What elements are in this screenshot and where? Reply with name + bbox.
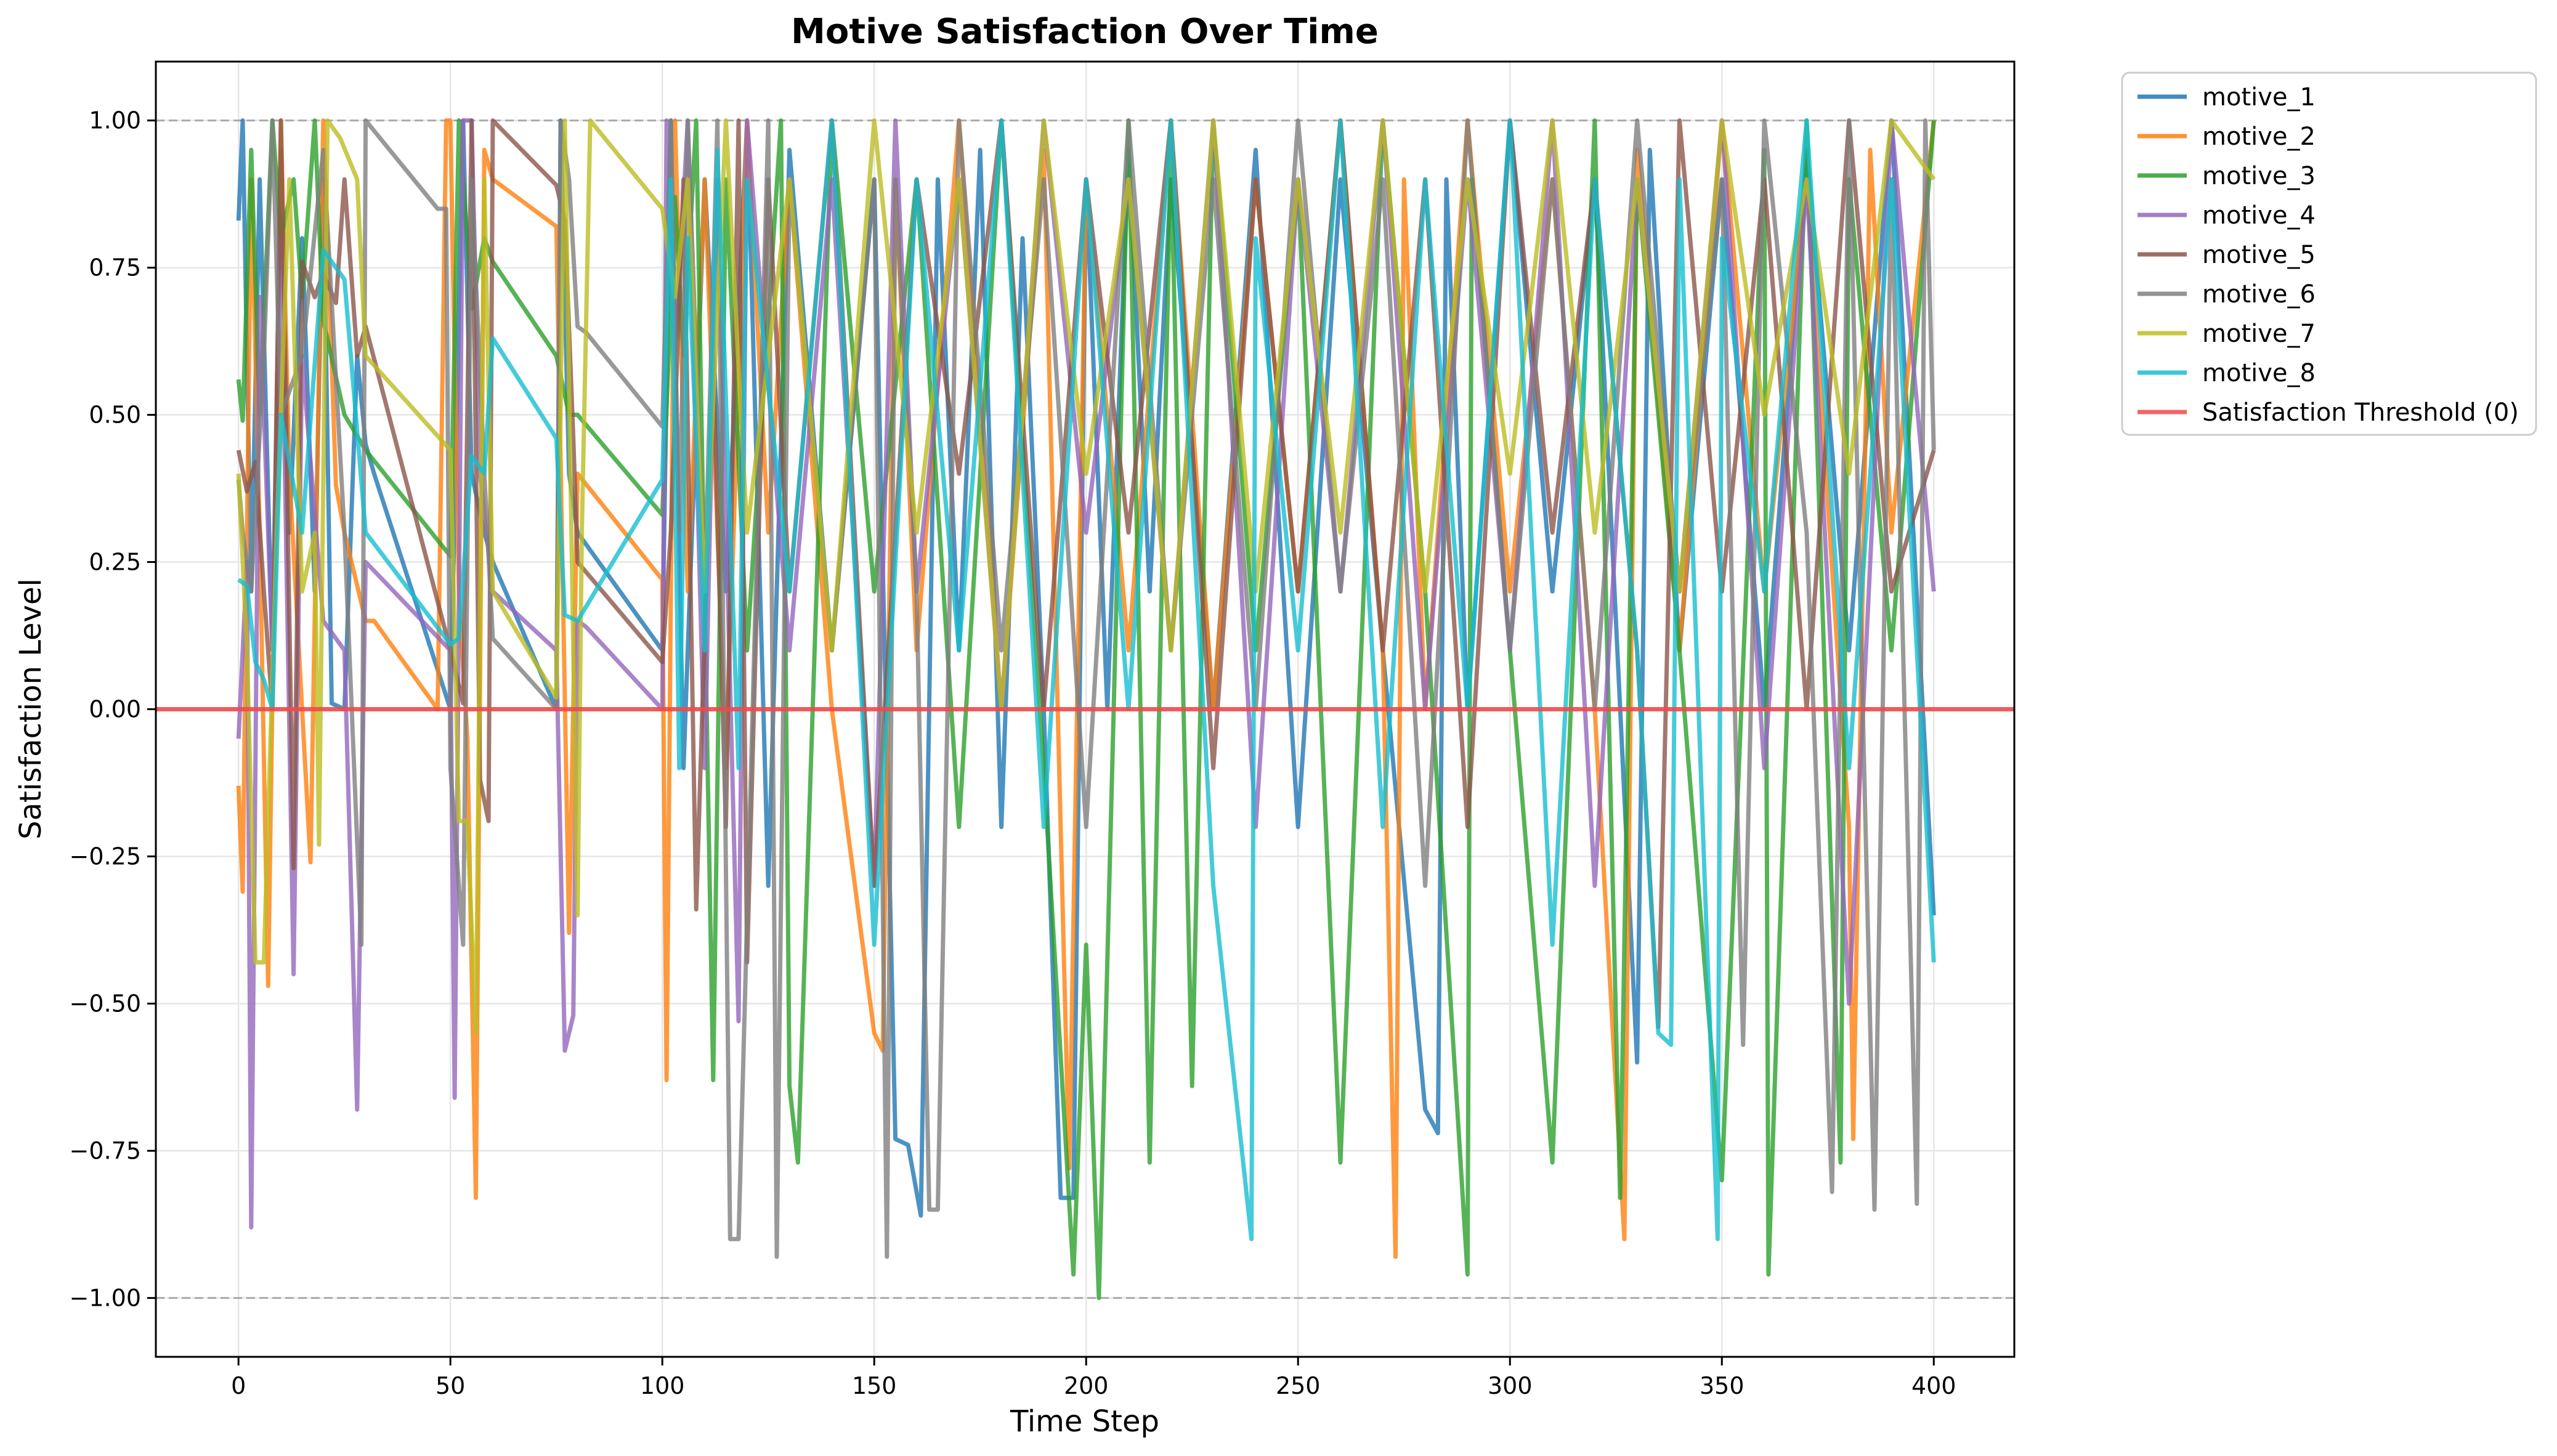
series-line-motive_8: [237, 118, 1936, 1242]
y-tick-label: −0.25: [70, 843, 141, 870]
series-lines: [236, 118, 1936, 1300]
legend-label: motive_4: [2202, 201, 2316, 230]
y-tick-label: −1.00: [70, 1284, 141, 1311]
legend-label: motive_8: [2202, 359, 2316, 387]
x-tick-label: 400: [1911, 1372, 1956, 1399]
legend: motive_1 motive_2 motive_3 motive_4 motive_5…: [2121, 71, 2537, 436]
legend-label: motive_6: [2202, 280, 2316, 309]
legend-label: motive_3: [2202, 162, 2316, 190]
series-line-motive_7: [236, 118, 1936, 1035]
y-axis-label: Satisfaction Level: [14, 578, 48, 839]
series-line-motive_6: [236, 118, 1936, 1259]
y-tick-label: −0.75: [70, 1137, 141, 1164]
y-tick-label: 0.25: [89, 549, 141, 576]
y-tick-label: 1.00: [89, 107, 141, 134]
y-axis-ticks: 1.00 0.75 0.50 0.25 0.00 −0.25 −0.50 −0.75 −1.00: [70, 107, 156, 1311]
legend-label: Satisfaction Threshold (0): [2202, 398, 2519, 427]
x-axis-ticks: 0 50 100 150 200 250 300 350 400: [231, 1357, 1956, 1399]
legend-label: motive_5: [2202, 241, 2316, 269]
x-axis-label: Time Step: [1010, 1404, 1159, 1439]
legend-box: [2121, 71, 2537, 436]
legend-label: motive_1: [2202, 83, 2316, 111]
x-tick-label: 300: [1488, 1372, 1533, 1399]
y-tick-label: 0.00: [89, 696, 141, 723]
y-tick-label: 0.75: [89, 254, 141, 281]
chart-title: Motive Satisfaction Over Time: [791, 12, 1379, 52]
x-tick-label: 100: [640, 1372, 685, 1399]
x-tick-label: 150: [852, 1372, 897, 1399]
y-tick-label: −0.50: [70, 990, 141, 1017]
x-tick-label: 200: [1064, 1372, 1109, 1399]
x-tick-label: 350: [1700, 1372, 1745, 1399]
x-tick-label: 0: [231, 1372, 246, 1399]
x-tick-label: 250: [1276, 1372, 1321, 1399]
legend-label: motive_7: [2202, 320, 2316, 348]
y-tick-label: 0.50: [89, 402, 141, 429]
x-tick-label: 50: [436, 1372, 465, 1399]
legend-label: motive_2: [2202, 123, 2316, 151]
